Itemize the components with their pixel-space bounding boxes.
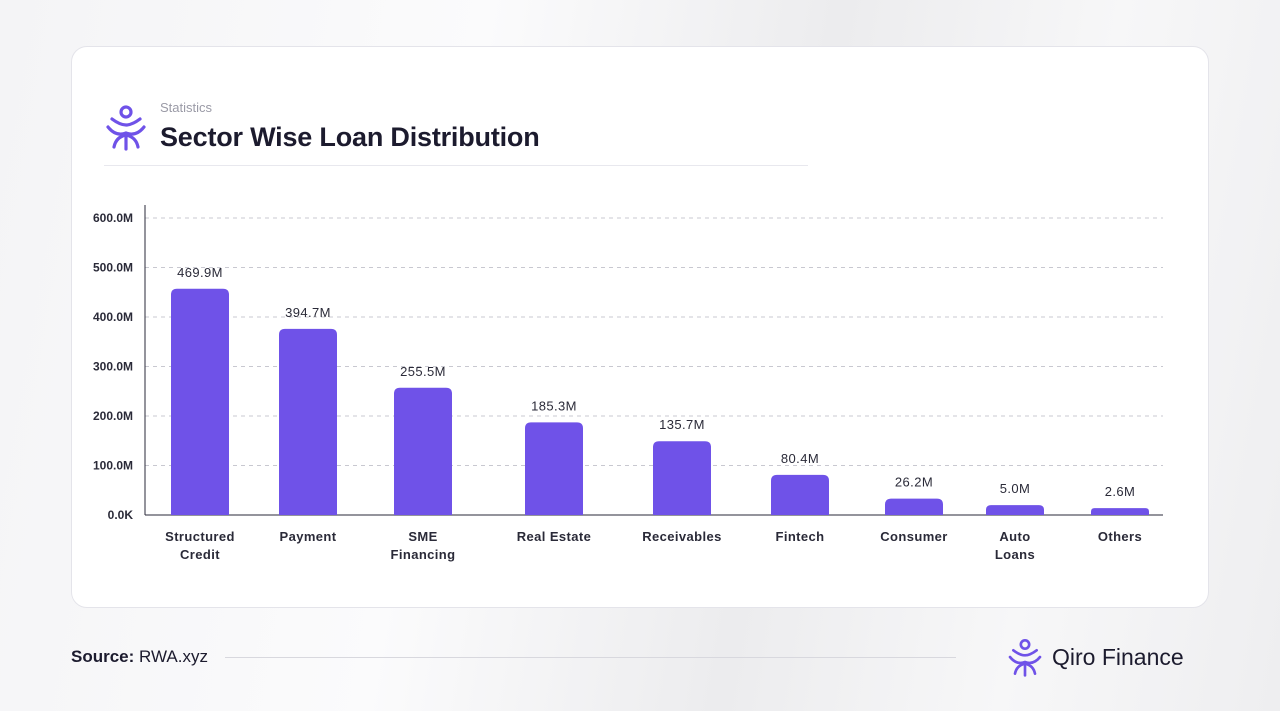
qiro-logo-icon <box>106 105 146 151</box>
bar <box>885 498 943 515</box>
bar <box>171 288 229 515</box>
bar <box>525 422 583 515</box>
footer-divider <box>225 657 956 658</box>
y-tick-label: 100.0M <box>93 459 133 473</box>
data-label: 469.9M <box>177 265 223 280</box>
x-tick-label: Auto Loans <box>995 529 1035 562</box>
x-tick-label: Payment <box>280 529 337 544</box>
source-value: RWA.xyz <box>139 647 208 666</box>
data-label: 255.5M <box>400 364 446 379</box>
data-label: 80.4M <box>781 451 819 466</box>
chart-title: Sector Wise Loan Distribution <box>160 122 540 152</box>
data-label: 26.2M <box>895 475 933 490</box>
data-label: 5.0M <box>1000 481 1031 496</box>
y-tick-label: 500.0M <box>93 261 133 275</box>
bar <box>279 328 337 515</box>
x-tick-label: Others <box>1098 529 1142 544</box>
y-tick-label: 600.0M <box>93 211 133 225</box>
x-tick-label: SME Financing <box>391 529 456 562</box>
bar <box>1091 508 1149 515</box>
x-tick-label: Fintech <box>775 529 824 544</box>
title-divider <box>104 165 808 166</box>
qiro-logo-icon <box>1008 639 1042 677</box>
bar <box>771 474 829 515</box>
data-label: 135.7M <box>659 417 705 432</box>
brand-name: Qiro Finance <box>1052 644 1184 670</box>
bar <box>394 387 452 515</box>
bar <box>653 441 711 515</box>
bar <box>986 505 1044 515</box>
y-tick-label: 400.0M <box>93 310 133 324</box>
y-tick-label: 0.0K <box>108 508 134 522</box>
data-label: 185.3M <box>531 398 577 413</box>
x-tick-label: Structured Credit <box>165 529 235 562</box>
source-line: Source: RWA.xyz <box>71 647 208 667</box>
y-tick-label: 300.0M <box>93 360 133 374</box>
data-label: 394.7M <box>285 305 331 320</box>
x-tick-label: Consumer <box>880 529 948 544</box>
y-tick-label: 200.0M <box>93 409 133 423</box>
source-label: Source: <box>71 647 135 666</box>
data-label: 2.6M <box>1105 484 1136 499</box>
x-tick-label: Receivables <box>642 529 722 544</box>
eyebrow-label: Statistics <box>160 100 213 115</box>
x-tick-label: Real Estate <box>517 529 592 544</box>
